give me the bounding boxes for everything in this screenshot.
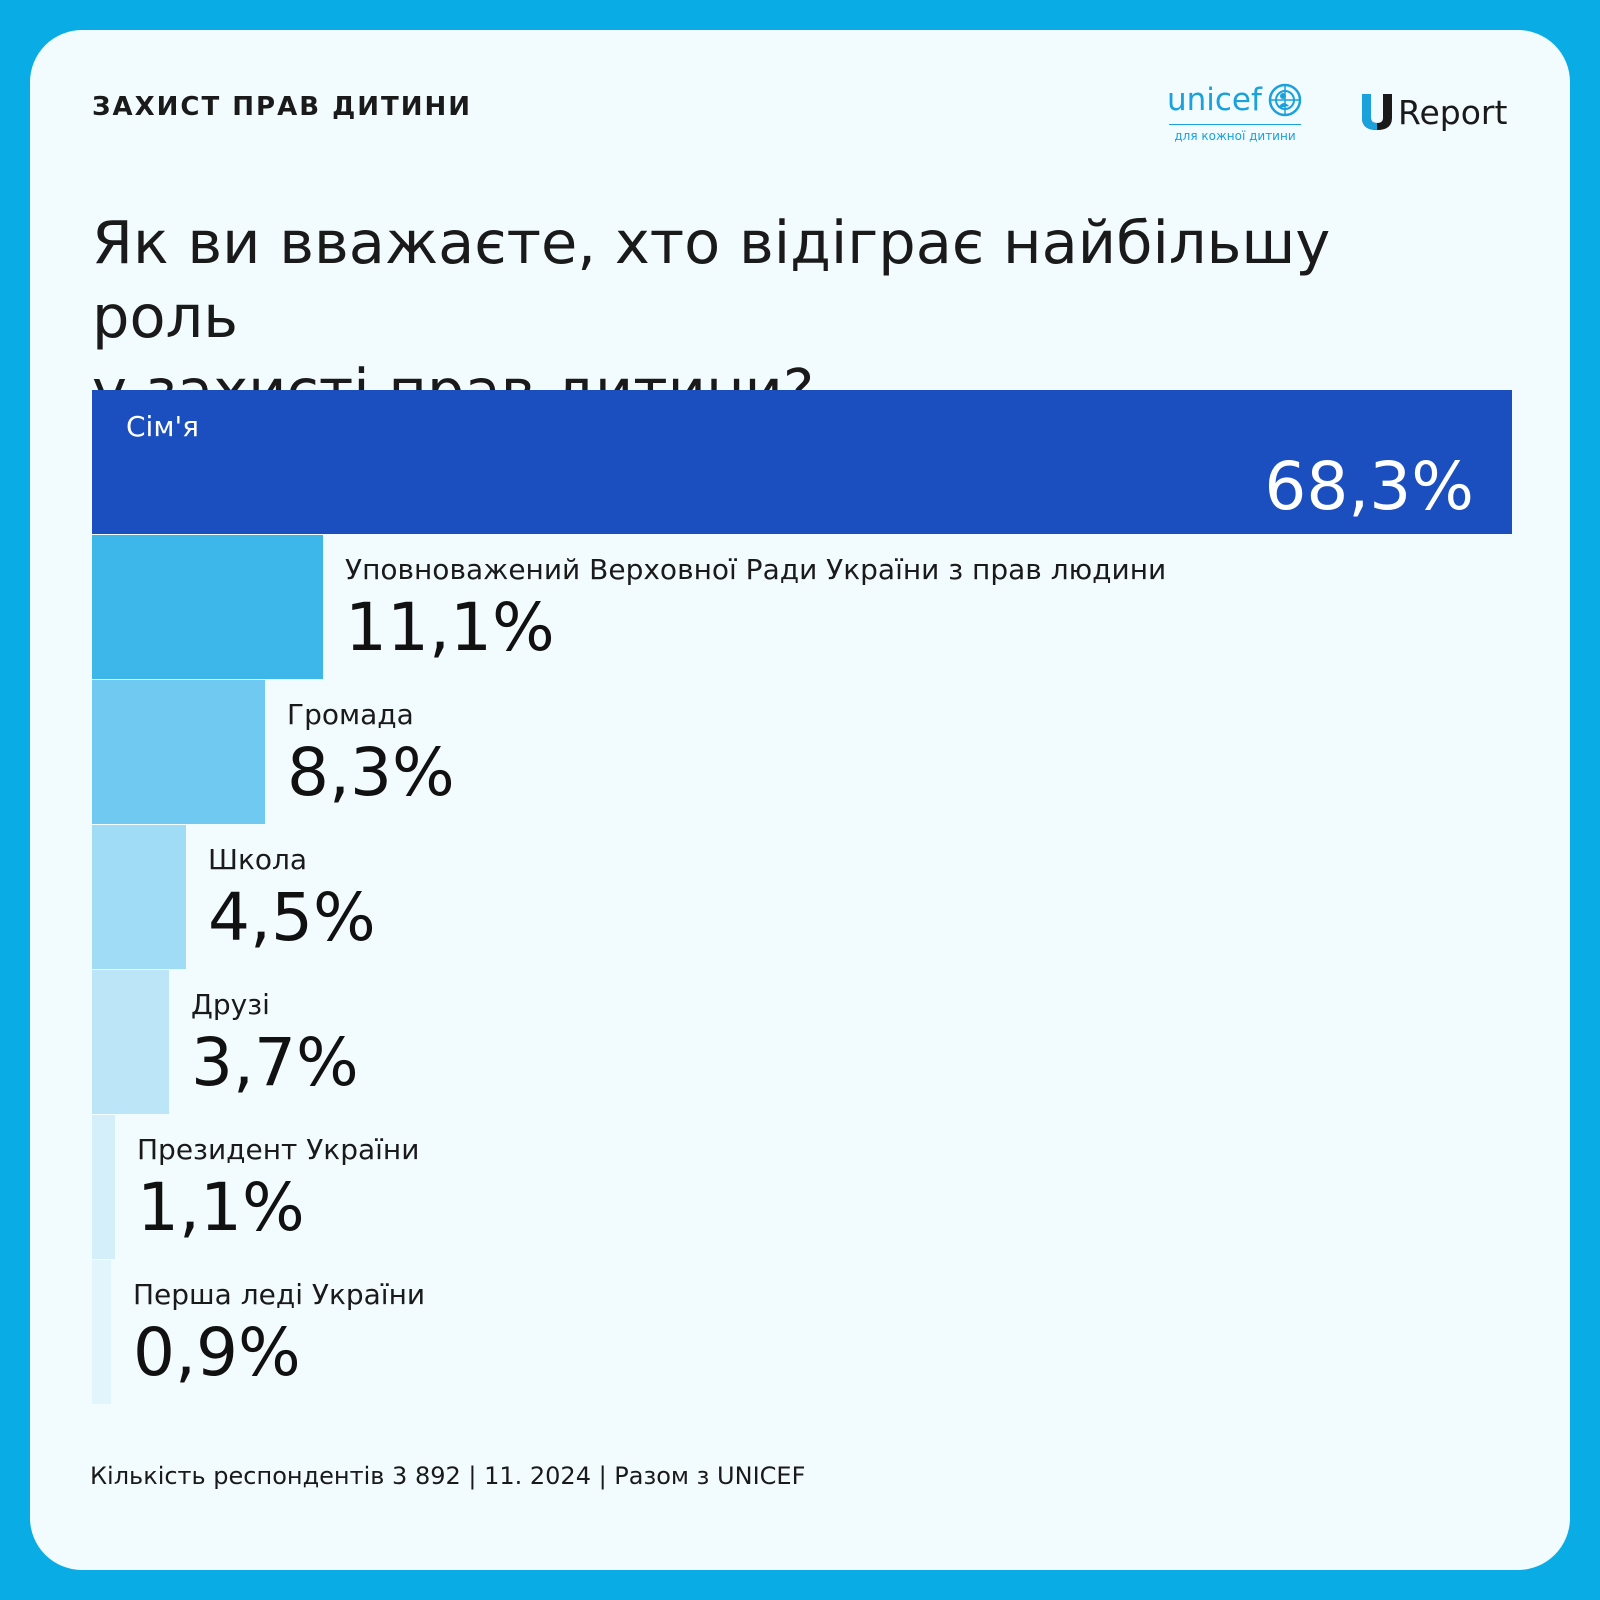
section-title: ЗАХИСТ ПРАВ ДИТИНИ bbox=[92, 92, 473, 122]
ureport-u-icon bbox=[1362, 94, 1392, 130]
unicef-emblem-icon bbox=[1268, 83, 1302, 117]
bar-row: Школа 4,5% bbox=[92, 825, 1512, 969]
ureport-logo: Report bbox=[1360, 92, 1507, 132]
bar bbox=[92, 680, 265, 824]
results-bar-chart: Сім'я 68,3% Уповноважений Верховної Ради У… bbox=[92, 390, 1512, 1420]
value-label: 4,5% bbox=[208, 879, 376, 956]
ureport-wordmark: Report bbox=[1398, 92, 1508, 132]
category-label: Сім'я bbox=[126, 410, 199, 443]
value-label: 8,3% bbox=[287, 734, 455, 811]
bar-row: Громада 8,3% bbox=[92, 680, 1512, 824]
bar bbox=[92, 1115, 115, 1259]
bar bbox=[92, 1260, 111, 1404]
value-label: 11,1% bbox=[345, 589, 555, 666]
unicef-logo-wordmark: unicef bbox=[1166, 82, 1262, 118]
category-label: Перша леді України bbox=[133, 1278, 426, 1311]
unicef-logo: unicef для кожної дитини bbox=[1165, 82, 1305, 143]
category-label: Громада bbox=[287, 698, 414, 731]
bar-row: Президент України 1,1% bbox=[92, 1115, 1512, 1259]
bar-row: Друзі 3,7% bbox=[92, 970, 1512, 1114]
value-label: 68,3% bbox=[1264, 448, 1474, 525]
question-line: Як ви вважаєте, хто відіграє найбільшу р… bbox=[92, 208, 1331, 351]
bar bbox=[92, 535, 323, 679]
bar bbox=[92, 970, 169, 1114]
infographic-card: ЗАХИСТ ПРАВ ДИТИНИ unicef для кожної дит… bbox=[30, 30, 1570, 1570]
bar-row: Уповноважений Верховної Ради України з п… bbox=[92, 535, 1512, 679]
category-label: Школа bbox=[208, 843, 308, 876]
category-label: Уповноважений Верховної Ради України з п… bbox=[345, 553, 1167, 586]
value-label: 3,7% bbox=[191, 1024, 359, 1101]
bar-row: Перша леді України 0,9% bbox=[92, 1260, 1512, 1404]
bar bbox=[92, 390, 1512, 534]
value-label: 1,1% bbox=[137, 1169, 305, 1246]
category-label: Президент України bbox=[137, 1133, 420, 1166]
category-label: Друзі bbox=[191, 988, 270, 1021]
bar bbox=[92, 825, 186, 969]
value-label: 0,9% bbox=[133, 1314, 301, 1391]
bar-row: Сім'я 68,3% bbox=[92, 390, 1512, 534]
footer-note: Кількість респондентів 3 892 | 11. 2024 … bbox=[90, 1462, 806, 1490]
unicef-divider bbox=[1169, 124, 1301, 125]
unicef-tagline: для кожної дитини bbox=[1174, 129, 1296, 143]
